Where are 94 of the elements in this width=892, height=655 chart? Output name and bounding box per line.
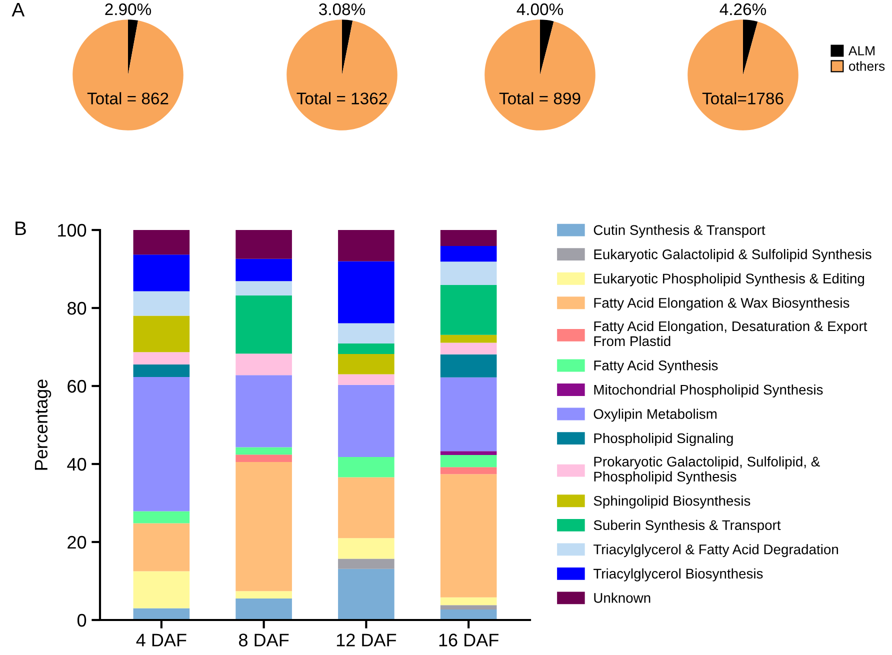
y-tick-label: 60	[68, 380, 86, 393]
legend-label: Fatty Acid Elongation & Wax Biosynthesis	[594, 298, 850, 311]
bar	[440, 377, 497, 452]
bar	[236, 281, 292, 296]
text: Total = 862	[87, 92, 168, 104]
text: Total = 899	[499, 92, 580, 104]
bar	[236, 462, 292, 592]
pie-slice	[128, 20, 138, 75]
pie-slice	[540, 20, 554, 75]
bar	[338, 261, 394, 324]
pie-slice	[342, 20, 353, 75]
bar	[133, 254, 190, 292]
pie-slice	[688, 20, 798, 130]
bar	[440, 597, 497, 606]
data-label: 3.08%	[319, 3, 366, 16]
bar	[133, 352, 190, 365]
data-label: 4.00%	[516, 3, 564, 16]
bar	[236, 591, 292, 599]
bar	[338, 538, 394, 559]
bar	[133, 316, 190, 352]
y-tick-label: 20	[68, 536, 86, 549]
bar	[338, 477, 394, 538]
bar	[440, 467, 497, 474]
legend-label: Cutin Synthesis & Transport	[594, 224, 766, 238]
bar	[236, 258, 292, 282]
pie-slice	[484, 20, 596, 130]
legend-label: ALM	[848, 46, 874, 56]
x-tick-label: 4 DAF	[136, 634, 186, 646]
y-tick-label: 80	[68, 302, 86, 315]
bar	[236, 454, 292, 462]
legend-label: Fatty Acid Elongation, Desaturation & Export From Plastid	[594, 320, 868, 346]
bar	[338, 568, 394, 620]
bar	[236, 375, 292, 448]
bar	[133, 571, 190, 608]
legend-label: Fatty Acid Synthesis	[594, 360, 718, 374]
bar	[338, 558, 394, 569]
y-axis-title: Percentage	[34, 380, 52, 470]
x-tick-label: 8 DAF	[239, 634, 289, 646]
legend-label: Suberin Synthesis & Transport	[594, 520, 781, 533]
bar	[133, 291, 190, 316]
legend-label: Mitochondrial Phospholipid Synthesis	[594, 384, 823, 398]
bar	[133, 523, 190, 572]
bar	[236, 447, 292, 455]
bar	[440, 334, 497, 343]
bar	[440, 246, 497, 262]
bar	[133, 230, 190, 255]
x-tick-label: 12 DAF	[336, 634, 396, 646]
legend-label: Prokaryotic Galactolipid, Sulfolipid, & Phospholipid Synthesis	[594, 456, 820, 484]
bar	[236, 354, 292, 376]
bar	[338, 374, 394, 385]
bar	[440, 605, 497, 610]
bar	[133, 511, 190, 524]
bar	[440, 474, 497, 598]
x-tick-label: 16 DAF	[439, 634, 498, 646]
bar	[236, 598, 292, 620]
bar	[133, 364, 190, 378]
text: Total=1786	[702, 92, 784, 104]
bar	[133, 377, 190, 512]
bar	[440, 284, 497, 335]
bar	[338, 456, 394, 478]
bar	[440, 451, 497, 456]
bar	[338, 384, 394, 457]
legend-label: Oxylipin Metabolism	[594, 408, 717, 422]
bar	[440, 262, 497, 285]
bar	[440, 354, 497, 378]
legend-label: Unknown	[594, 592, 650, 603]
bar	[440, 230, 497, 246]
chart-title: B	[16, 222, 26, 236]
pie-slice	[286, 20, 398, 130]
data-label: 4.26%	[720, 3, 766, 16]
y-tick-label: 100	[58, 224, 86, 237]
y-tick-label: 40	[67, 458, 86, 471]
legend-label: Eukaryotic Phospholipid Synthesis & Editing	[594, 273, 864, 286]
bar	[440, 455, 497, 468]
bar	[440, 609, 497, 620]
bar	[338, 354, 394, 374]
bar	[338, 343, 394, 354]
pie-slice	[72, 20, 184, 130]
legend-label: Triacylglycerol Biosynthesis	[593, 568, 763, 582]
bar	[440, 342, 497, 354]
text: Total = 1362	[296, 92, 387, 104]
legend-label: Triacylglycerol & Fatty Acid Degradation	[593, 544, 838, 558]
y-tick-label: 0	[77, 614, 86, 627]
bar	[338, 230, 394, 262]
legend-label: Sphingolipid Biosynthesis	[594, 496, 750, 509]
data-label: 2.90%	[105, 3, 152, 16]
bar	[236, 296, 292, 354]
pie-slice	[743, 20, 758, 75]
bar	[236, 230, 292, 259]
bar	[338, 323, 394, 344]
chart-title: A	[12, 2, 25, 16]
legend-label: others	[848, 61, 885, 71]
legend-label: Phospholipid Signaling	[594, 432, 733, 446]
legend-label: Eukaryotic Galactolipid & Sulfolipid Synthesis	[594, 249, 872, 262]
